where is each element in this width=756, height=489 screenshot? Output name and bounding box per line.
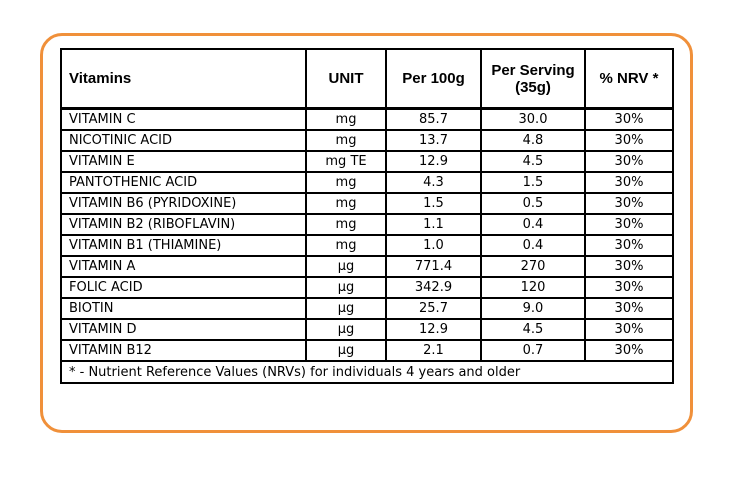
nrv-cell: 30% [584,129,674,152]
per-100g-cell: 85.7 [385,107,482,131]
unit-cell: mg [305,129,387,152]
per-serving-cell: 30.0 [480,107,586,131]
vitamin-name-cell: PANTOTHENIC ACID [60,171,307,194]
vitamin-name-cell: VITAMIN E [60,150,307,173]
vitamin-name-cell: VITAMIN B6 (PYRIDOXINE) [60,192,307,215]
unit-cell: μg [305,297,387,320]
unit-cell: μg [305,318,387,341]
table-row: PANTOTHENIC ACID mg 4.3 1.5 30% [60,171,674,194]
table-row: FOLIC ACID μg 342.9 120 30% [60,276,674,299]
nrv-cell: 30% [584,255,674,278]
unit-cell: mg TE [305,150,387,173]
per-serving-cell: 4.8 [480,129,586,152]
unit-cell: μg [305,339,387,362]
table-row: NICOTINIC ACID mg 13.7 4.8 30% [60,129,674,152]
unit-cell: mg [305,107,387,131]
per-serving-cell: 0.5 [480,192,586,215]
per-100g-cell: 2.1 [385,339,482,362]
nrv-cell: 30% [584,318,674,341]
header-vitamins: Vitamins [60,48,307,110]
nrv-cell: 30% [584,171,674,194]
nrv-cell: 30% [584,150,674,173]
footnote: * - Nutrient Reference Values (NRVs) for… [60,360,674,384]
vitamin-name-cell: NICOTINIC ACID [60,129,307,152]
table-row: VITAMIN B6 (PYRIDOXINE) mg 1.5 0.5 30% [60,192,674,215]
nrv-cell: 30% [584,192,674,215]
nrv-cell: 30% [584,234,674,257]
per-serving-cell: 270 [480,255,586,278]
header-per-serving: Per Serving (35g) [480,48,586,110]
vitamin-name-cell: VITAMIN B2 (RIBOFLAVIN) [60,213,307,236]
per-100g-cell: 1.5 [385,192,482,215]
vitamins-table: Vitamins UNIT Per 100g Per Serving (35g)… [60,48,674,384]
per-serving-cell: 0.7 [480,339,586,362]
per-100g-cell: 13.7 [385,129,482,152]
vitamin-name-cell: VITAMIN B12 [60,339,307,362]
per-serving-cell: 4.5 [480,150,586,173]
per-100g-cell: 1.0 [385,234,482,257]
unit-cell: μg [305,276,387,299]
unit-cell: mg [305,234,387,257]
unit-cell: μg [305,255,387,278]
header-per-100g: Per 100g [385,48,482,110]
per-100g-cell: 25.7 [385,297,482,320]
orange-rounded-frame [40,33,693,433]
per-100g-cell: 4.3 [385,171,482,194]
unit-cell: mg [305,213,387,236]
per-100g-cell: 1.1 [385,213,482,236]
per-100g-cell: 771.4 [385,255,482,278]
vitamin-name-cell: VITAMIN A [60,255,307,278]
per-serving-cell: 120 [480,276,586,299]
vitamin-name-cell: BIOTIN [60,297,307,320]
vitamin-name-cell: FOLIC ACID [60,276,307,299]
table-row: VITAMIN B12 μg 2.1 0.7 30% [60,339,674,362]
nrv-cell: 30% [584,107,674,131]
table-row: VITAMIN B2 (RIBOFLAVIN) mg 1.1 0.4 30% [60,213,674,236]
footnote-row: * - Nutrient Reference Values (NRVs) for… [60,360,674,384]
header-row: Vitamins UNIT Per 100g Per Serving (35g)… [60,48,674,110]
nrv-cell: 30% [584,213,674,236]
per-100g-cell: 342.9 [385,276,482,299]
nrv-cell: 30% [584,339,674,362]
nrv-cell: 30% [584,276,674,299]
nrv-cell: 30% [584,297,674,320]
per-serving-cell: 0.4 [480,234,586,257]
per-serving-cell: 1.5 [480,171,586,194]
per-100g-cell: 12.9 [385,150,482,173]
unit-cell: mg [305,171,387,194]
vitamin-name-cell: VITAMIN B1 (THIAMINE) [60,234,307,257]
unit-cell: mg [305,192,387,215]
per-serving-cell: 0.4 [480,213,586,236]
per-serving-cell: 9.0 [480,297,586,320]
per-100g-cell: 12.9 [385,318,482,341]
vitamin-name-cell: VITAMIN D [60,318,307,341]
table-row: BIOTIN μg 25.7 9.0 30% [60,297,674,320]
per-serving-cell: 4.5 [480,318,586,341]
table-row: VITAMIN B1 (THIAMINE) mg 1.0 0.4 30% [60,234,674,257]
vitamin-name-cell: VITAMIN C [60,107,307,131]
header-nrv: % NRV * [584,48,674,110]
header-unit: UNIT [305,48,387,110]
